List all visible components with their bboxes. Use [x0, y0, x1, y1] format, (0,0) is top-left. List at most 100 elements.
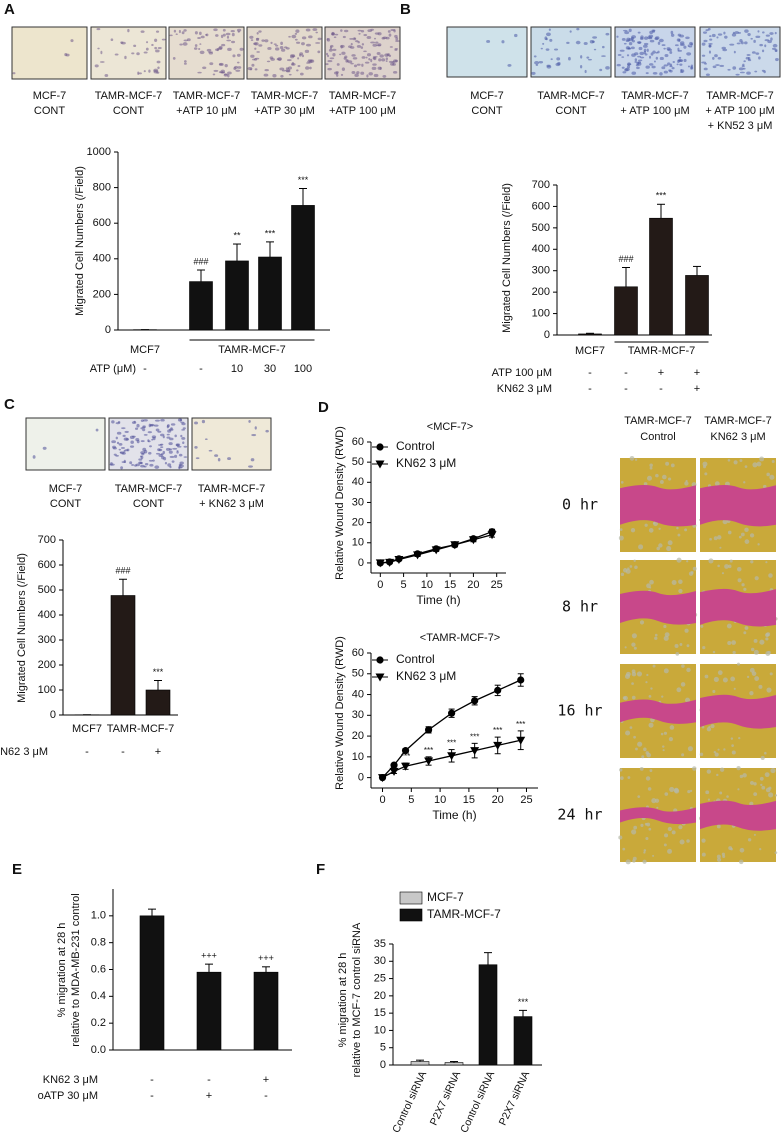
cell — [206, 48, 212, 52]
cell — [701, 54, 706, 57]
cell — [655, 36, 660, 40]
legend-label: KN62 3 μM — [396, 669, 456, 683]
cell — [357, 29, 362, 32]
significance-label: *** — [298, 175, 309, 185]
cell — [637, 31, 641, 34]
cell — [160, 443, 164, 446]
cell — [165, 447, 171, 451]
cell — [110, 38, 114, 42]
image-caption: TAMR-MCF-7 — [537, 90, 605, 102]
cell — [686, 52, 692, 56]
cell — [575, 40, 581, 45]
cell — [232, 54, 236, 58]
cell — [296, 69, 299, 72]
legend-swatch — [399, 908, 423, 922]
cell-texture — [645, 681, 648, 684]
cell — [378, 58, 382, 62]
cell-texture — [618, 835, 623, 840]
treatment-value: + — [694, 367, 700, 379]
cell-texture — [750, 647, 755, 652]
cell — [535, 64, 539, 67]
y-tick-label: 1000 — [87, 146, 111, 158]
cell — [236, 61, 240, 64]
treatment-value: - — [264, 1090, 268, 1102]
cell — [117, 420, 121, 424]
cell-texture — [758, 684, 763, 689]
cell-texture — [712, 689, 716, 693]
cell-texture — [709, 537, 712, 541]
treatment-value: - — [624, 367, 628, 379]
cell-texture — [727, 459, 731, 462]
cell-texture — [646, 673, 649, 677]
cell — [143, 465, 147, 468]
cell — [258, 44, 263, 47]
cell — [390, 62, 395, 66]
cell-texture — [749, 691, 754, 696]
cell — [354, 73, 359, 77]
y-tick-label: 30 — [374, 955, 386, 967]
cell — [255, 57, 260, 60]
cell-texture — [663, 668, 669, 674]
cell — [264, 69, 269, 72]
cell — [225, 32, 231, 36]
cell-texture — [663, 731, 668, 735]
cell-texture — [632, 859, 636, 863]
cell-texture — [702, 646, 706, 650]
cell — [735, 73, 740, 76]
cell — [263, 73, 269, 77]
cell — [183, 445, 188, 448]
x-group-label: MCF7 — [72, 723, 102, 735]
cell — [193, 47, 198, 50]
cell — [755, 52, 760, 55]
cell-texture — [655, 473, 659, 478]
y-tick-label: 0 — [380, 1059, 386, 1071]
cell-texture — [731, 640, 736, 645]
cell — [152, 459, 155, 462]
cell — [148, 451, 152, 455]
cell — [155, 49, 160, 53]
cell — [115, 454, 119, 457]
cell — [135, 427, 139, 430]
cell — [154, 38, 158, 42]
cell — [317, 50, 321, 54]
treatment-label: KN62 3 μM — [43, 1074, 98, 1086]
cell-texture — [649, 463, 653, 468]
cell — [327, 60, 333, 63]
cell — [549, 38, 553, 42]
y-tick-label: 20 — [352, 730, 364, 742]
panel-letter: D — [318, 399, 329, 416]
cell — [155, 452, 161, 455]
time-label: 16 hr — [557, 702, 602, 720]
cell — [114, 53, 119, 56]
cell — [388, 60, 394, 63]
cell — [146, 41, 149, 44]
cell-texture — [652, 664, 656, 668]
cell — [769, 32, 774, 35]
cell — [218, 63, 223, 66]
cell — [566, 41, 570, 44]
cell-texture — [768, 573, 773, 578]
cell-texture — [665, 461, 670, 466]
cell — [645, 72, 649, 75]
cell — [199, 50, 205, 55]
cell — [708, 42, 713, 45]
cell-texture — [639, 620, 645, 625]
cell — [657, 50, 660, 54]
data-point — [470, 747, 480, 756]
cell — [181, 429, 185, 431]
cell — [200, 35, 205, 39]
cell — [205, 33, 208, 36]
cell — [288, 35, 291, 38]
cell — [621, 37, 626, 41]
cell-texture — [640, 823, 644, 827]
cell — [195, 457, 200, 460]
image-caption: +ATP 100 μM — [329, 105, 396, 117]
cell — [704, 62, 707, 65]
cell — [138, 458, 143, 461]
cell — [155, 30, 160, 33]
cell-texture — [701, 838, 706, 843]
cell — [120, 41, 124, 44]
treatment-value: + — [263, 1074, 269, 1086]
y-axis-label: % migration at 28 h — [56, 923, 68, 1018]
cell — [267, 46, 272, 50]
